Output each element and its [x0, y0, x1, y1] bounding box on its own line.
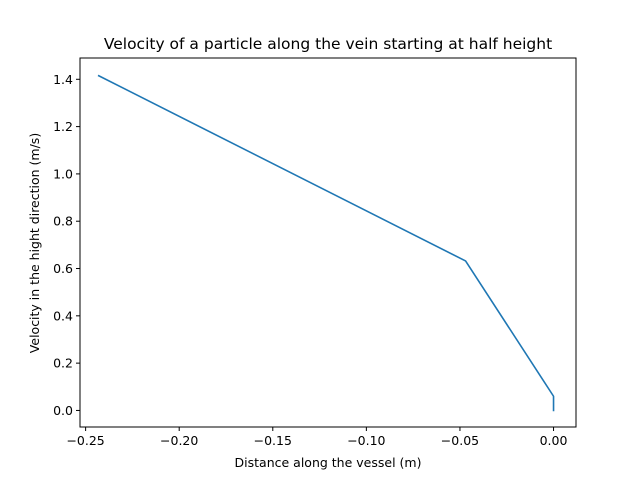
y-tick-label: 0.2 [53, 356, 73, 371]
y-tick-label: 0.0 [53, 403, 73, 418]
y-tick-label: 0.4 [53, 308, 73, 323]
y-axis-label: Velocity in the hight direction (m/s) [27, 133, 42, 353]
x-tick-label: −0.10 [347, 433, 385, 448]
chart-title: Velocity of a particle along the vein st… [104, 35, 552, 53]
axes-frame [79, 57, 577, 428]
x-tick-label: −0.20 [160, 433, 198, 448]
x-tick-label: 0.00 [540, 433, 568, 448]
x-tick-label: −0.05 [441, 433, 479, 448]
plot-area [97, 74, 555, 412]
x-tick-label: −0.15 [254, 433, 292, 448]
series-line [97, 74, 555, 412]
y-tick-label: 0.8 [53, 214, 73, 229]
x-axis-ticks: −0.25 −0.20 −0.15 −0.10 −0.05 0.00 [66, 427, 567, 448]
y-axis-ticks: 0.0 0.2 0.4 0.6 0.8 1.0 1.2 1.4 [53, 72, 80, 418]
y-tick-label: 1.0 [53, 166, 73, 181]
y-tick-label: 1.4 [53, 72, 73, 87]
y-tick-label: 1.2 [53, 119, 73, 134]
x-axis-label: Distance along the vessel (m) [235, 455, 422, 470]
x-tick-label: −0.25 [66, 433, 104, 448]
y-tick-label: 0.6 [53, 261, 73, 276]
